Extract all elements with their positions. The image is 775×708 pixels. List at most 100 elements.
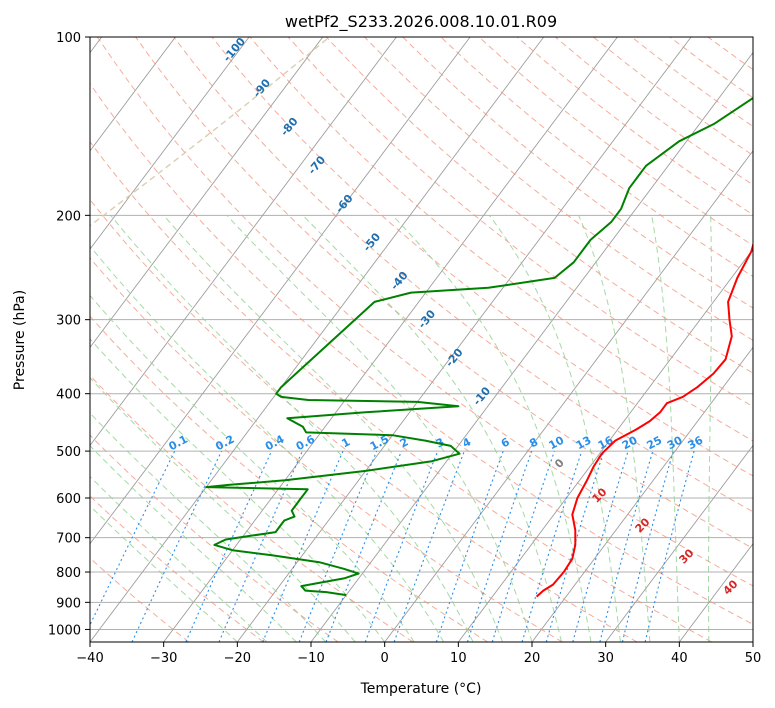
profiles	[205, 96, 753, 598]
x-tick-label: −40	[76, 651, 103, 666]
dry-adiabat-label: -100	[220, 35, 248, 65]
isotherm-line	[457, 248, 753, 642]
x-tick-label: 30	[597, 651, 614, 666]
dry-adiabat-line	[211, 37, 753, 477]
temperature-profile	[535, 241, 753, 598]
moist-adiabat-line	[90, 245, 445, 642]
isotherm-line	[531, 346, 753, 642]
dry-adiabat-label: -30	[415, 307, 438, 331]
dry-adiabat-label: -70	[305, 153, 328, 177]
mixing-ratio-line	[644, 450, 695, 642]
dry-adiabat-line	[440, 37, 753, 278]
mixing-ratio-line	[393, 450, 465, 642]
dewpoint-profile	[205, 96, 753, 597]
y-tick-label: 300	[56, 314, 81, 329]
mixing-ratio-label: 0.6	[294, 432, 318, 453]
moist-adiabat-line	[578, 215, 651, 642]
mixing-ratio-line	[90, 450, 176, 627]
mixing-ratio-label: 0.1	[167, 433, 190, 454]
plot-frame	[89, 36, 754, 643]
mixing-ratio-label: 4	[460, 435, 473, 450]
isotherm-line	[90, 37, 176, 152]
dry-adiabat-line	[90, 257, 563, 642]
moist-adiabat-line	[163, 214, 503, 642]
x-tick-label: 10	[450, 651, 467, 666]
isotherm-line	[90, 37, 397, 447]
mixing-ratio-line	[298, 450, 378, 642]
moist-adiabat-line	[488, 215, 621, 642]
y-axis: 100 200 300 400 500 600 700 800 900 1000	[48, 31, 90, 638]
y-tick-label: 700	[56, 532, 81, 547]
moist-adiabat-label: 20	[633, 515, 653, 535]
isotherm-line	[90, 37, 471, 545]
dry-adiabat-line	[364, 37, 753, 341]
moist-adiabat-label: 30	[677, 546, 697, 566]
dry-adiabat-line	[96, 37, 753, 587]
dry-adiabat-label: -40	[388, 269, 411, 293]
mixing-ratio-label: 0.4	[263, 432, 287, 453]
y-tick-label: 500	[56, 445, 81, 460]
mixing-ratio-line	[364, 450, 439, 642]
dry-adiabat-line	[249, 37, 753, 442]
y-tick-label: 100	[56, 31, 81, 46]
moist-adiabat-line	[110, 214, 474, 642]
dry-adiabat-label: -60	[333, 192, 356, 216]
y-tick-label: 1000	[48, 623, 81, 638]
mixing-ratio-label: 13	[574, 434, 594, 453]
mixing-ratio-label: 10	[547, 433, 567, 452]
dry-adiabat-line	[90, 198, 638, 642]
mixing-ratio-label: 16	[596, 433, 616, 452]
mixing-ratio-line	[572, 450, 629, 642]
moist-adiabat-label: 40	[721, 577, 741, 597]
mixing-ratio-label: 6	[499, 435, 512, 450]
isotherm-line	[163, 37, 618, 642]
mixing-ratio-line	[325, 450, 403, 642]
dry-adiabat-line	[90, 83, 753, 625]
dry-adiabat-line	[173, 37, 753, 513]
moist-adiabat-line	[90, 505, 238, 642]
moist-adiabat-line	[90, 412, 327, 642]
chart-title: wetPf2_S233.2026.008.10.01.R09	[285, 12, 557, 32]
isotherm-line	[678, 543, 753, 642]
y-tick-label: 800	[56, 566, 81, 581]
mixing-ratio-line	[466, 450, 533, 642]
x-tick-label: −30	[150, 651, 177, 666]
isotherm-line	[90, 37, 545, 642]
x-axis: −40 −30 −20 −10 0 10 20 30 40 50	[76, 642, 761, 666]
dry-adiabat-label: -20	[443, 346, 466, 370]
y-axis-label: Pressure (hPa)	[12, 290, 28, 390]
isotherm-line	[384, 150, 753, 642]
x-tick-label: 40	[671, 651, 688, 666]
moist-adiabat-line	[392, 214, 592, 642]
dry-adiabat-line	[90, 374, 414, 642]
dry-adiabat-label: -90	[250, 76, 273, 100]
x-tick-label: 0	[381, 651, 389, 666]
background-lines	[90, 37, 753, 642]
y-tick-label: 400	[56, 388, 81, 403]
moist-adiabat-line	[90, 475, 268, 642]
x-tick-label: 20	[524, 651, 541, 666]
dry-adiabat-line	[90, 140, 712, 642]
moist-adiabat-line	[90, 445, 297, 642]
isotherm-line	[236, 37, 692, 642]
moist-adiabat-line	[226, 214, 533, 642]
dry-adiabat-line	[90, 557, 190, 642]
dry-adiabat-line	[135, 37, 753, 550]
isotherm-line	[310, 51, 753, 642]
dry-adiabat-line	[707, 37, 753, 71]
moist-adiabat-line	[651, 215, 680, 642]
y-tick-label: 900	[56, 596, 81, 611]
isotherm-line	[605, 444, 753, 642]
mixing-ratio-label: 20	[620, 433, 640, 452]
dry-adiabat-line	[554, 37, 753, 186]
mixing-ratio-line	[521, 450, 583, 642]
mixing-ratio-label: 25	[645, 434, 665, 453]
mixing-ratio-label: 1	[339, 435, 352, 450]
mixing-ratio-line	[491, 450, 555, 642]
dry-adiabat-label: -10	[470, 384, 493, 408]
mixing-ratio-line	[435, 450, 504, 642]
dry-adiabat-line	[287, 37, 753, 408]
mixing-ratio-line	[131, 450, 223, 642]
